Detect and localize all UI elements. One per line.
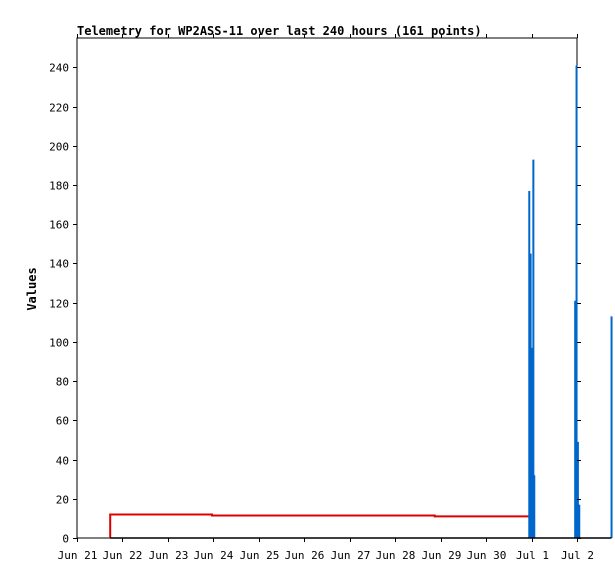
y-tick-label: 160 — [49, 219, 69, 232]
y-tick-label: 140 — [49, 258, 69, 271]
x-tick-label: Jun 29 — [422, 549, 462, 562]
x-tick-label: Jun 21 — [58, 549, 98, 562]
x-tick-label: Jun 25 — [240, 549, 280, 562]
y-axis: 0 20 40 60 80 100 120 140 160 180 200 220 240 — [49, 62, 581, 546]
series-layer — [109, 65, 613, 539]
y-tick-label: 220 — [49, 102, 69, 115]
y-tick-label: 60 — [56, 415, 69, 428]
y-tick-label: 180 — [49, 180, 69, 193]
x-tick-label: Jun 24 — [194, 549, 234, 562]
y-axis-label: Values — [25, 267, 39, 310]
x-tick-label: Jun 26 — [285, 549, 325, 562]
x-tick-label: Jul 1 — [516, 549, 549, 562]
y-tick-label: 100 — [49, 337, 69, 350]
x-tick-label: Jun 28 — [376, 549, 416, 562]
x-tick-label: Jun 30 — [467, 549, 507, 562]
step-series-line — [109, 513, 530, 538]
chart-title: Telemetry for WP2ASS-11 over last 240 ho… — [77, 24, 482, 38]
y-tick-label: 0 — [62, 533, 69, 546]
x-tick-label: Jun 27 — [331, 549, 371, 562]
y-tick-label: 120 — [49, 298, 69, 311]
y-tick-label: 20 — [56, 494, 69, 507]
y-tick-label: 200 — [49, 141, 69, 154]
x-tick-label: Jun 23 — [149, 549, 189, 562]
x-axis: Jun 21 Jun 22 Jun 23 Jun 24 Jun 25 Jun 26 Jun … — [58, 34, 594, 562]
plot-frame — [76, 37, 578, 539]
y-tick-label: 240 — [49, 62, 69, 75]
x-tick-label: Jul 2 — [561, 549, 594, 562]
plot-area — [76, 37, 578, 539]
y-tick-label: 80 — [56, 376, 69, 389]
x-tick-label: Jun 22 — [103, 549, 143, 562]
y-tick-label: 40 — [56, 455, 69, 468]
